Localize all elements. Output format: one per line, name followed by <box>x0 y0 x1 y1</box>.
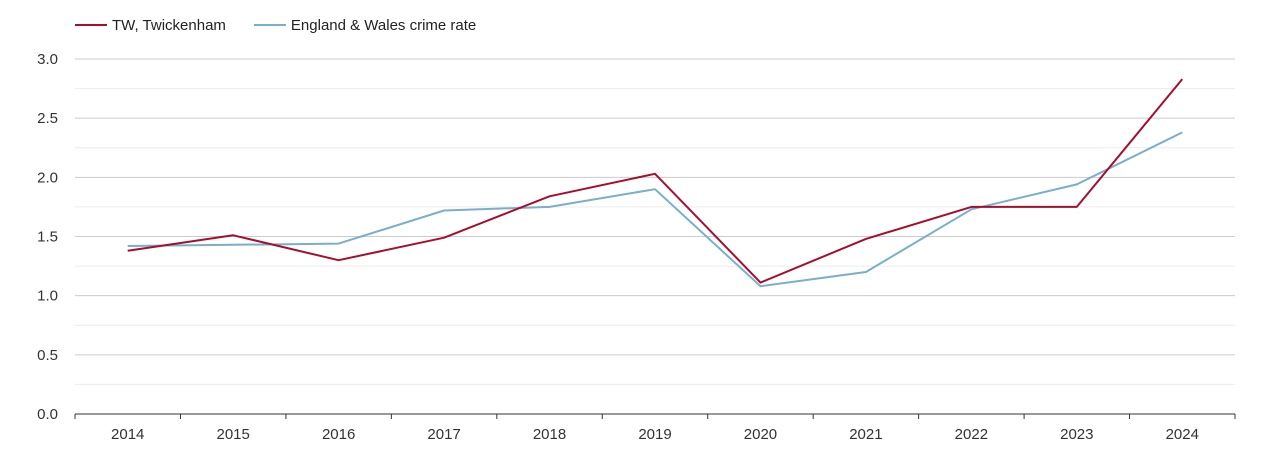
y-axis: 0.0 0.5 1.0 1.5 2.0 2.5 3.0 <box>37 51 58 423</box>
y-tick-label: 2.0 <box>37 169 58 186</box>
x-tick-label: 2016 <box>322 426 355 443</box>
y-tick-label: 0.0 <box>37 406 58 423</box>
legend-label: TW, Twickenham <box>112 17 226 34</box>
x-tick-label: 2020 <box>744 426 777 443</box>
x-tick-label: 2024 <box>1166 426 1199 443</box>
x-tick-label: 2018 <box>533 426 566 443</box>
grid <box>75 58 1235 385</box>
legend-item-1[interactable]: TW, Twickenham <box>75 17 226 34</box>
x-tick-label: 2014 <box>111 426 144 443</box>
x-tick-label: 2021 <box>849 426 882 443</box>
series-line-2 <box>127 131 1183 288</box>
y-tick-label: 0.5 <box>37 347 58 364</box>
x-tick-label: 2019 <box>638 426 671 443</box>
legend-label: England & Wales crime rate <box>291 17 476 34</box>
y-tick-label: 2.5 <box>37 110 58 127</box>
y-tick-label: 1.0 <box>37 288 58 305</box>
y-tick-label: 1.5 <box>37 229 58 246</box>
y-tick-label: 3.0 <box>37 51 58 68</box>
series-line-1 <box>127 78 1184 284</box>
x-tick-label: 2023 <box>1060 426 1093 443</box>
series-layer <box>127 78 1184 288</box>
legend: TW, Twickenham England & Wales crime rate <box>75 17 476 34</box>
x-tick-label: 2017 <box>427 426 460 443</box>
x-tick-label: 2022 <box>955 426 988 443</box>
x-tick-label: 2015 <box>216 426 249 443</box>
x-axis: 2014 2015 2016 2017 2018 2019 2020 2021 2022 2023… <box>74 413 1236 443</box>
legend-item-2[interactable]: England & Wales crime rate <box>253 17 476 34</box>
